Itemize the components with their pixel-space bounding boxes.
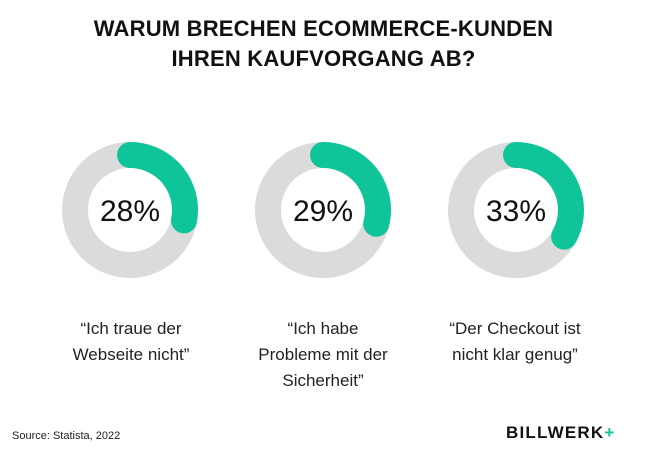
chart-title: WARUM BRECHEN ECOMMERCE-KUNDEN IHREN KAU…: [0, 14, 647, 74]
chart-title-line-2: IHREN KAUFVORGANG AB?: [171, 46, 476, 71]
chart-title-line-1: WARUM BRECHEN ECOMMERCE-KUNDEN: [93, 16, 554, 41]
caption-2-line-3: Sicherheit”: [282, 371, 364, 390]
donut-value-label-2: 29%: [293, 195, 353, 228]
caption-2-line-2: Probleme mit der: [258, 345, 388, 364]
caption-3: “Der Checkout ist nicht klar genug”: [420, 316, 610, 368]
donut-arc-3: [448, 142, 584, 278]
caption-3-line-2: nicht klar genug”: [452, 345, 578, 364]
donut-arc-1: [62, 142, 198, 278]
donut-value-label-1: 28%: [100, 195, 160, 228]
caption-2-line-1: “Ich habe: [287, 319, 359, 338]
donut-value-label-3: 33%: [486, 195, 546, 228]
caption-1-line-1: “Ich traue der: [80, 319, 182, 338]
logo-plus-icon: +: [604, 423, 615, 442]
donut-arc-2: [255, 142, 391, 278]
caption-3-line-1: “Der Checkout ist: [449, 319, 581, 338]
source-note: Source: Statista, 2022: [12, 430, 121, 442]
logo-text: BILLWERK: [506, 423, 605, 442]
caption-1: “Ich traue der Webseite nicht”: [36, 316, 226, 368]
caption-1-line-2: Webseite nicht”: [72, 345, 190, 364]
billwerk-logo: BILLWERK+: [506, 423, 614, 443]
caption-2: “Ich habe Probleme mit der Sicherheit”: [228, 316, 418, 394]
